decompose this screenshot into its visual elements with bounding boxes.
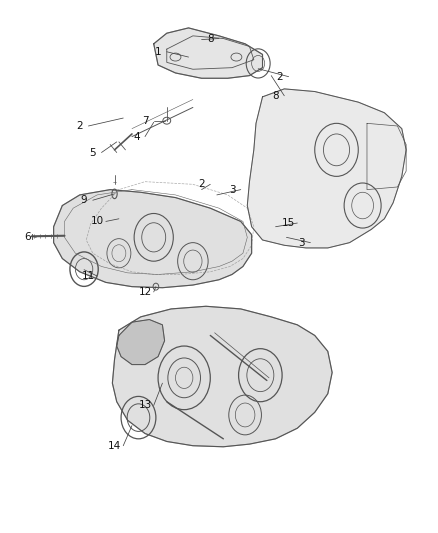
Text: 1: 1 [155, 47, 161, 56]
Text: 7: 7 [142, 116, 148, 126]
Text: 2: 2 [76, 121, 83, 131]
Text: 4: 4 [133, 132, 140, 142]
Polygon shape [247, 89, 406, 248]
Polygon shape [154, 28, 262, 78]
Text: 15: 15 [282, 218, 295, 228]
Text: 12: 12 [138, 287, 152, 297]
Text: 2: 2 [198, 179, 205, 189]
Polygon shape [113, 306, 332, 447]
Polygon shape [53, 190, 252, 288]
Text: 6: 6 [24, 232, 31, 243]
Text: 3: 3 [229, 184, 235, 195]
Text: 13: 13 [138, 400, 152, 410]
Text: 14: 14 [108, 441, 121, 451]
Text: 8: 8 [207, 34, 214, 44]
Text: 11: 11 [82, 271, 95, 281]
Polygon shape [117, 319, 165, 365]
Text: 3: 3 [298, 238, 305, 248]
Text: 2: 2 [277, 71, 283, 82]
Text: 5: 5 [89, 148, 96, 158]
Text: 8: 8 [272, 91, 279, 101]
Text: 9: 9 [81, 195, 88, 205]
Text: 10: 10 [91, 216, 104, 227]
